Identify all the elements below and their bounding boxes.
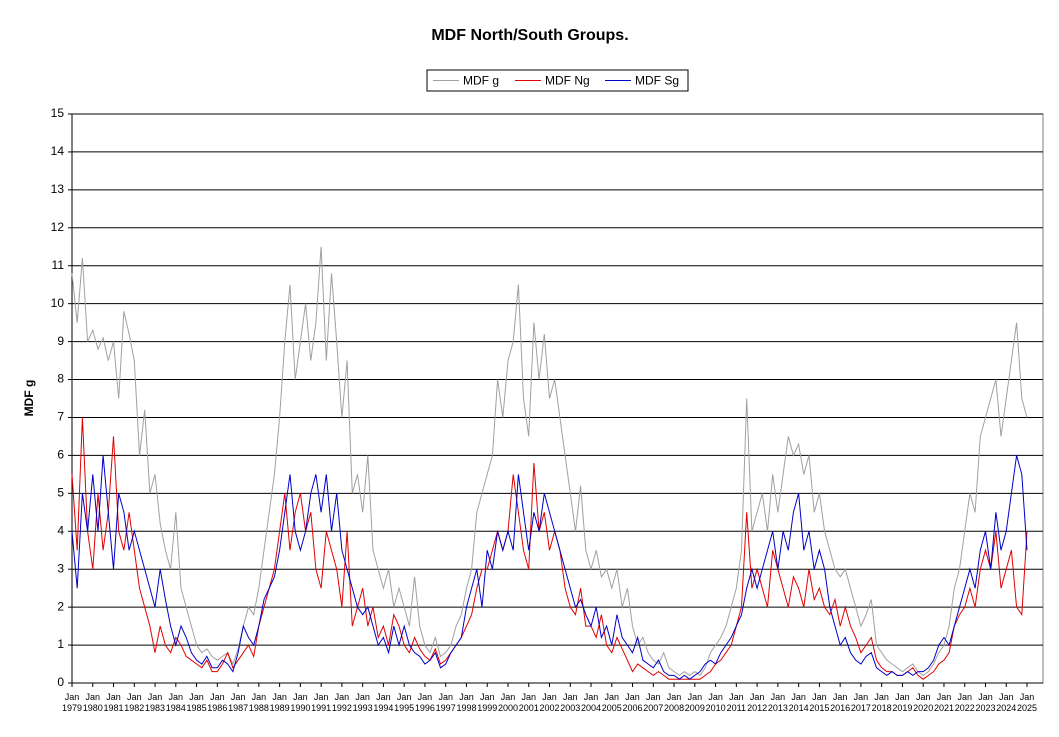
x-tick-label: Jan 1981 [104,692,124,713]
x-tick-label: Jan 1980 [83,692,103,713]
x-tick-label: Jan 2005 [602,692,622,713]
x-tick-label: Jan 2016 [830,692,850,713]
x-tick-label: Jan 2021 [934,692,954,713]
x-tick-label: Jan 2009 [685,692,705,713]
x-tick-label: Jan 1992 [332,692,352,713]
x-tick-label: Jan 2013 [768,692,788,713]
y-tick-label: 14 [51,144,65,158]
y-tick-label: 6 [57,448,64,462]
x-tick-label: Jan 2012 [747,692,767,713]
legend-label: MDF g [463,74,499,88]
x-tick-label: Jan 2000 [498,692,518,713]
x-tick-label: Jan 2003 [560,692,580,713]
x-tick-label: Jan 1997 [436,692,456,713]
x-tick-label: Jan 1999 [477,692,497,713]
x-tick-label: Jan 1998 [456,692,476,713]
chart-title: MDF North/South Groups. [431,27,628,44]
x-tick-label: Jan 2007 [643,692,663,713]
series-line [71,417,1028,680]
y-tick-label: 9 [57,334,64,348]
x-tick-label: Jan 2001 [519,692,539,713]
x-tick-label: Jan 2022 [955,692,975,713]
x-tick-label: Jan 1996 [415,692,435,713]
x-tick-label: Jan 2015 [809,692,829,713]
x-tick-label: Jan 2010 [706,692,726,713]
legend-box [426,69,689,92]
x-tick-label: Jan 1987 [228,692,248,713]
x-tick-label: Jan 1988 [249,692,269,713]
x-tick-label: Jan 1982 [124,692,144,713]
y-tick-label: 11 [52,258,65,272]
x-tick-label: Jan 1995 [394,692,414,713]
y-tick-label: 2 [57,599,64,613]
legend: MDF g MDF Ng MDF Sg [426,69,689,92]
x-tick-label: Jan 1979 [62,692,82,713]
x-tick-label: Jan 1984 [166,692,186,713]
x-tick-label: Jan 2002 [539,692,559,713]
y-tick-label: 1 [57,637,64,651]
x-tick-label: Jan 1993 [353,692,373,713]
y-tick-label: 7 [57,410,64,424]
y-tick-label: 0 [57,675,64,689]
x-tick-label: Jan 2023 [975,692,995,713]
y-tick-label: 15 [51,106,65,120]
x-tick-label: Jan 1985 [187,692,207,713]
y-axis-label: MDF g [22,380,36,417]
legend-label: MDF Sg [635,74,679,88]
x-tick-label: Jan 2024 [996,692,1016,713]
x-tick-label: Jan 2017 [851,692,871,713]
x-tick-label: Jan 2014 [789,692,809,713]
series-line [71,455,1028,680]
x-tick-label: Jan 2004 [581,692,601,713]
x-tick-label: Jan 1983 [145,692,165,713]
y-tick-label: 3 [57,561,64,575]
x-tick-label: Jan 2018 [872,692,892,713]
x-tick-label: Jan 2011 [727,692,746,713]
x-tick-label: Jan 1990 [290,692,310,713]
y-tick-label: 8 [57,372,64,386]
legend-label: MDF Ng [545,74,590,88]
x-tick-label: Jan 1991 [311,692,331,713]
y-tick-label: 10 [51,296,65,310]
x-tick-label: Jan 1994 [373,692,393,713]
y-tick-label: 12 [51,220,65,234]
x-tick-label: Jan 2008 [664,692,684,713]
y-tick-label: 13 [51,182,65,196]
x-tick-label: Jan 1989 [270,692,290,713]
y-tick-label: 4 [57,523,64,537]
x-tick-label: Jan 2006 [623,692,643,713]
x-tick-label: Jan 1986 [207,692,227,713]
y-tick-label: 5 [57,486,64,500]
x-tick-label: Jan 2019 [892,692,912,713]
series-line [71,246,1028,677]
x-tick-label: Jan 2020 [913,692,933,713]
x-tick-label: Jan 2025 [1017,692,1037,713]
